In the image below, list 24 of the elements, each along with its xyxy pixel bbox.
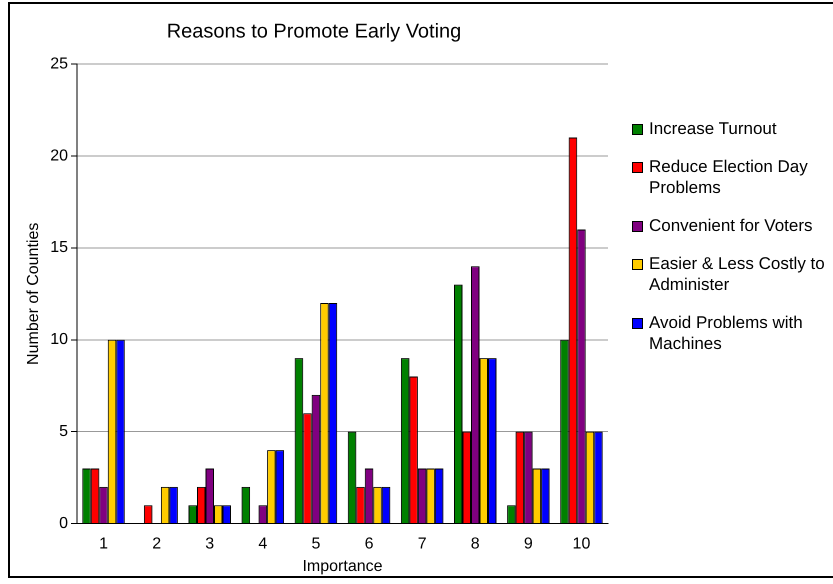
x-tick-label: 9 [524, 536, 533, 553]
x-tick-label: 1 [99, 536, 108, 553]
y-tick-label: 0 [59, 515, 68, 532]
x-tick-label: 5 [311, 536, 320, 553]
x-tick-label: 3 [205, 536, 214, 553]
y-tick-label: 15 [50, 239, 68, 256]
chart-title: Reasons to Promote Early Voting [166, 20, 462, 43]
legend-label: Avoid Problems with Machines [649, 312, 804, 354]
y-tick-label: 25 [50, 55, 68, 72]
legend-label: Reduce Election Day Problems [649, 156, 809, 198]
x-tick-label: 4 [258, 536, 268, 553]
x-tick-label: 7 [418, 536, 427, 553]
x-tick-label: 2 [152, 536, 162, 553]
x-tick-label: 10 [572, 536, 590, 553]
y-axis-title: Number of Counties [25, 222, 42, 365]
legend-label: Convenient for Voters [649, 215, 812, 236]
y-tick-label: 5 [59, 423, 68, 440]
legend-label: Easier & Less Costly to Administer [649, 253, 826, 295]
legend-label: Increase Turnout [649, 118, 777, 139]
x-tick-label: 8 [470, 536, 480, 553]
y-tick-label: 20 [50, 147, 68, 164]
y-tick-label: 10 [50, 331, 68, 348]
x-tick-label: 6 [364, 536, 374, 553]
x-axis-title: Importance [302, 558, 383, 575]
